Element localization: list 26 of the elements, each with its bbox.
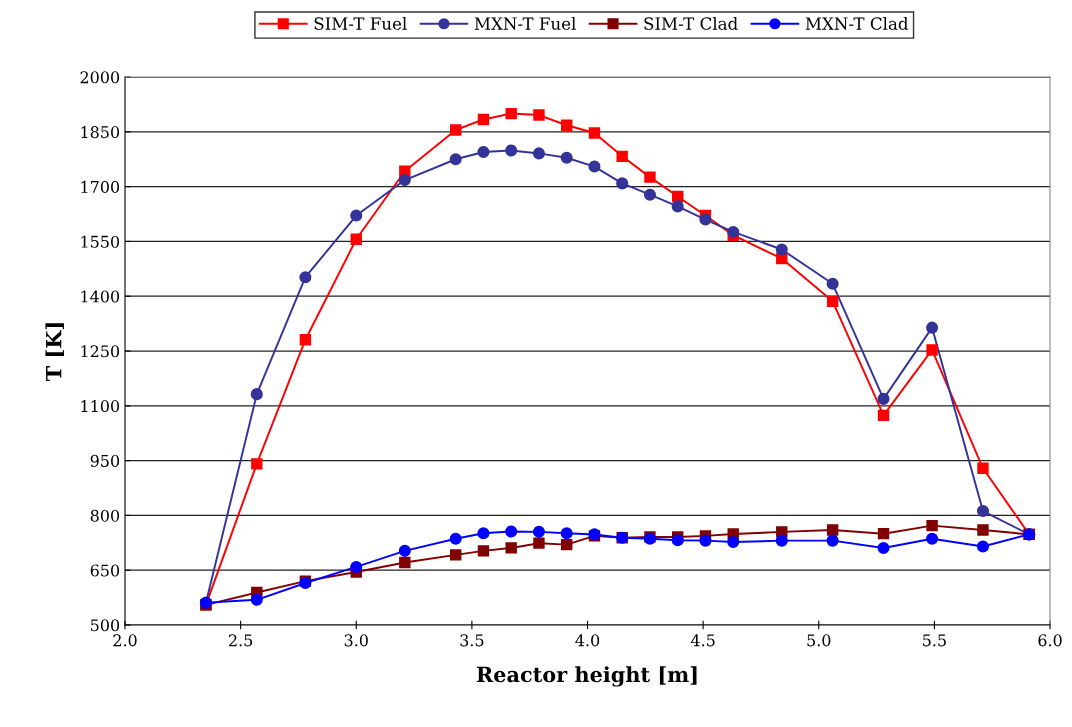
x-tick-label: 4.5: [690, 634, 715, 647]
legend-label: MXN-T Clad: [805, 16, 909, 30]
x-tick-label: 5.0: [807, 634, 831, 647]
y-tick-label: 1100: [81, 400, 120, 413]
y-tick-label: 1700: [81, 180, 120, 193]
y-axis-title: T [K]: [45, 323, 65, 382]
x-tick-label: 5.5: [923, 634, 946, 647]
x-tick-label: 6.0: [1038, 634, 1062, 647]
y-tick-label: 1550: [81, 235, 120, 248]
legend-label: MXN-T Fuel: [474, 16, 576, 30]
y-tick-label: 650: [90, 564, 120, 577]
x-tick-label: 3.0: [344, 634, 368, 647]
x-tick-label: 2.0: [113, 634, 137, 647]
x-tick-label: 4.0: [575, 634, 600, 647]
y-tick-label: 1250: [81, 345, 120, 358]
legend-label: SIM-T Clad: [644, 16, 738, 30]
y-tick-label: 1400: [81, 290, 120, 303]
y-tick-label: 1850: [81, 126, 120, 139]
y-tick-label: 950: [90, 454, 120, 467]
y-tick-label: 2000: [80, 71, 120, 84]
x-tick-label: 2.5: [229, 634, 253, 647]
y-tick-label: 800: [90, 509, 120, 522]
x-axis-title: Reactor height [m]: [476, 666, 697, 687]
x-tick-label: 3.5: [460, 634, 484, 647]
legend-label: SIM-T Fuel: [314, 16, 407, 30]
y-tick-label: 500: [91, 619, 120, 632]
